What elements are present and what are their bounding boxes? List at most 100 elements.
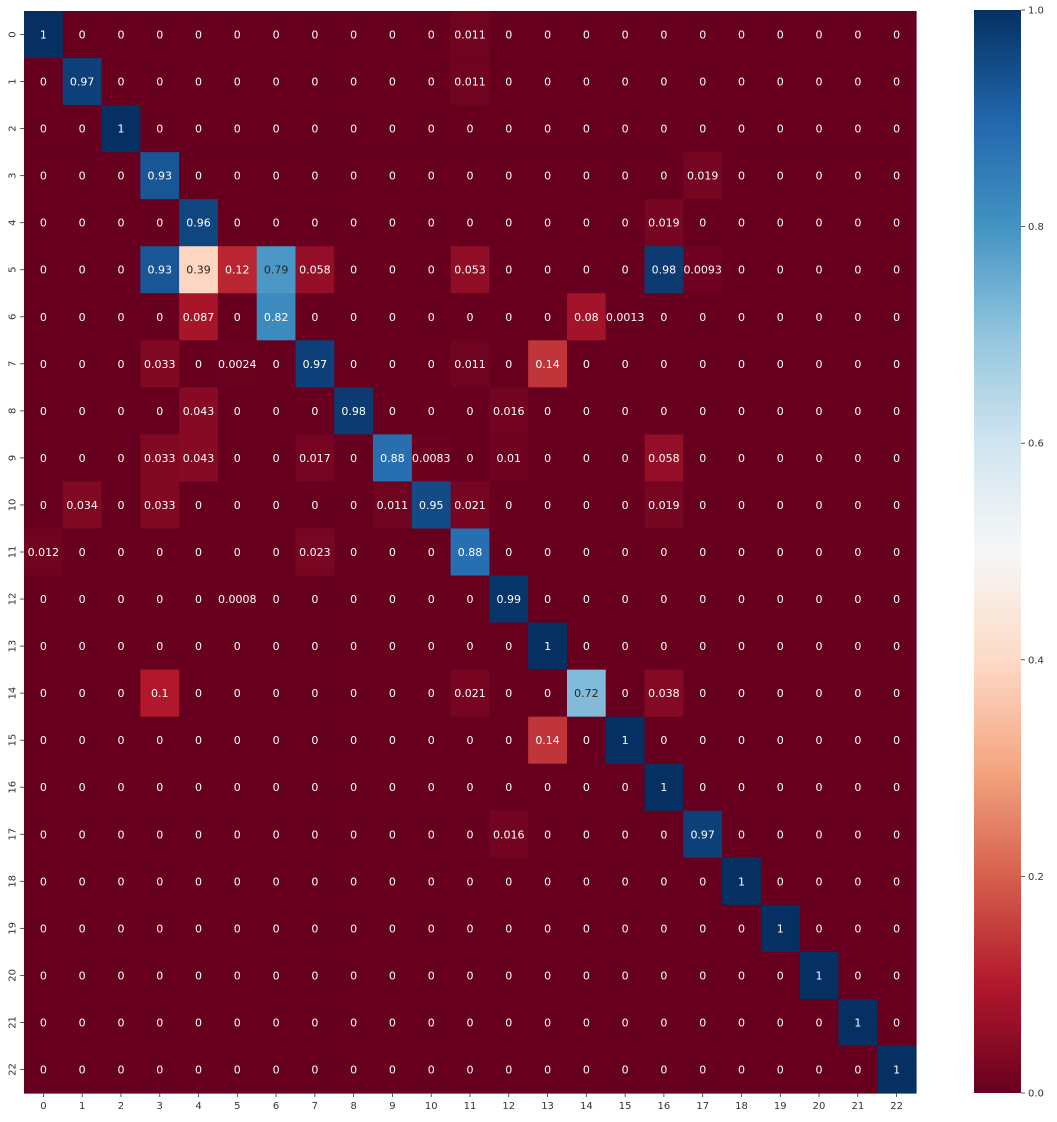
cell-value-r3-c2: 0 xyxy=(117,170,124,183)
cell-value-r14-c18: 0 xyxy=(738,687,745,700)
cell-value-r7-c16: 0 xyxy=(660,358,667,371)
x-tick-label-0: 0 xyxy=(40,1101,46,1112)
cell-value-r12-c18: 0 xyxy=(738,593,745,606)
cell-value-r1-c21: 0 xyxy=(854,76,861,89)
cell-value-r18-c1: 0 xyxy=(79,875,86,888)
cell-value-r10-c15: 0 xyxy=(622,499,629,512)
x-tick-label-19: 19 xyxy=(774,1101,787,1112)
cell-value-r21-c5: 0 xyxy=(234,1016,241,1029)
cell-value-r0-c21: 0 xyxy=(854,29,861,42)
y-tick-label-21: 21 xyxy=(8,1016,19,1029)
cell-value-r9-c12: 0.01 xyxy=(497,452,522,465)
x-tick-label-4: 4 xyxy=(195,1101,201,1112)
cell-value-r14-c21: 0 xyxy=(854,687,861,700)
cell-value-r21-c19: 0 xyxy=(777,1016,784,1029)
cell-value-r8-c18: 0 xyxy=(738,405,745,418)
cell-value-r15-c20: 0 xyxy=(816,734,823,747)
cell-value-r5-c19: 0 xyxy=(777,264,784,277)
y-tick-label-14: 14 xyxy=(8,687,19,700)
y-tick-label-12: 12 xyxy=(8,593,19,606)
cell-value-r4-c20: 0 xyxy=(816,217,823,230)
cell-value-r12-c10: 0 xyxy=(428,593,435,606)
cell-value-r16-c14: 0 xyxy=(583,781,590,794)
colorbar-tick-label-1: 0.2 xyxy=(1028,872,1044,883)
y-tick-label-6: 6 xyxy=(8,314,19,320)
cell-value-r11-c5: 0 xyxy=(234,546,241,559)
cell-value-r20-c5: 0 xyxy=(234,969,241,982)
cell-value-r5-c8: 0 xyxy=(350,264,357,277)
cell-value-r16-c3: 0 xyxy=(156,781,163,794)
cell-value-r14-c4: 0 xyxy=(195,687,202,700)
cell-value-r14-c11: 0.021 xyxy=(454,687,486,700)
cell-value-r8-c11: 0 xyxy=(467,405,474,418)
cell-value-r13-c8: 0 xyxy=(350,640,357,653)
x-tick-label-17: 17 xyxy=(696,1101,709,1112)
cell-value-r15-c7: 0 xyxy=(311,734,318,747)
cell-value-r11-c4: 0 xyxy=(195,546,202,559)
cell-value-r11-c0: 0.012 xyxy=(28,546,60,559)
y-tick-label-1: 1 xyxy=(8,78,19,84)
cell-value-r16-c11: 0 xyxy=(467,781,474,794)
cell-value-r19-c13: 0 xyxy=(544,922,551,935)
cell-value-r15-c14: 0 xyxy=(583,734,590,747)
cell-value-r7-c22: 0 xyxy=(893,358,900,371)
cell-value-r18-c10: 0 xyxy=(428,875,435,888)
cell-value-r19-c9: 0 xyxy=(389,922,396,935)
cell-value-r5-c5: 0.12 xyxy=(225,264,250,277)
cell-value-r9-c13: 0 xyxy=(544,452,551,465)
cell-value-r2-c17: 0 xyxy=(699,123,706,136)
cell-value-r9-c3: 0.033 xyxy=(144,452,176,465)
cell-value-r5-c0: 0 xyxy=(40,264,47,277)
cell-value-r22-c6: 0 xyxy=(273,1063,280,1076)
cell-value-r13-c18: 0 xyxy=(738,640,745,653)
x-tick-label-1: 1 xyxy=(79,1101,85,1112)
cell-value-r18-c0: 0 xyxy=(40,875,47,888)
cell-value-r14-c2: 0 xyxy=(117,687,124,700)
cell-value-r11-c6: 0 xyxy=(273,546,280,559)
cell-value-r0-c6: 0 xyxy=(273,29,280,42)
cell-value-r8-c0: 0 xyxy=(40,405,47,418)
cell-value-r9-c0: 0 xyxy=(40,452,47,465)
cell-value-r4-c3: 0 xyxy=(156,217,163,230)
cell-value-r2-c14: 0 xyxy=(583,123,590,136)
cell-value-r3-c4: 0 xyxy=(195,170,202,183)
cell-value-r16-c16: 1 xyxy=(660,781,667,794)
cell-value-r17-c0: 0 xyxy=(40,828,47,841)
cell-value-r17-c17: 0.97 xyxy=(690,828,715,841)
cell-value-r7-c12: 0 xyxy=(505,358,512,371)
cell-value-r20-c14: 0 xyxy=(583,969,590,982)
colorbar-tick-label-3: 0.6 xyxy=(1028,439,1044,450)
cell-value-r13-c3: 0 xyxy=(156,640,163,653)
cell-value-r16-c13: 0 xyxy=(544,781,551,794)
cell-value-r15-c13: 0.14 xyxy=(535,734,560,747)
cell-value-r1-c6: 0 xyxy=(273,76,280,89)
cell-value-r19-c8: 0 xyxy=(350,922,357,935)
cell-value-r4-c16: 0.019 xyxy=(648,217,680,230)
cell-value-r22-c18: 0 xyxy=(738,1063,745,1076)
cell-value-r21-c22: 0 xyxy=(893,1016,900,1029)
cell-value-r21-c1: 0 xyxy=(79,1016,86,1029)
cell-value-r6-c13: 0 xyxy=(544,311,551,324)
cell-value-r1-c13: 0 xyxy=(544,76,551,89)
cell-value-r14-c22: 0 xyxy=(893,687,900,700)
cell-value-r13-c5: 0 xyxy=(234,640,241,653)
cell-value-r1-c17: 0 xyxy=(699,76,706,89)
cell-value-r10-c14: 0 xyxy=(583,499,590,512)
cell-value-r5-c17: 0.0093 xyxy=(683,264,722,277)
cell-value-r21-c11: 0 xyxy=(467,1016,474,1029)
cell-value-r16-c21: 0 xyxy=(854,781,861,794)
cell-value-r13-c1: 0 xyxy=(79,640,86,653)
cell-value-r14-c15: 0 xyxy=(622,687,629,700)
cell-value-r21-c12: 0 xyxy=(505,1016,512,1029)
cell-value-r10-c4: 0 xyxy=(195,499,202,512)
cell-value-r17-c12: 0.016 xyxy=(493,828,525,841)
cell-value-r19-c0: 0 xyxy=(40,922,47,935)
cell-value-r2-c22: 0 xyxy=(893,123,900,136)
cell-value-r21-c20: 0 xyxy=(816,1016,823,1029)
y-tick-label-4: 4 xyxy=(8,220,19,226)
cell-value-r4-c11: 0 xyxy=(467,217,474,230)
cell-value-r20-c16: 0 xyxy=(660,969,667,982)
cell-value-r15-c4: 0 xyxy=(195,734,202,747)
cell-value-r14-c17: 0 xyxy=(699,687,706,700)
cell-value-r19-c5: 0 xyxy=(234,922,241,935)
